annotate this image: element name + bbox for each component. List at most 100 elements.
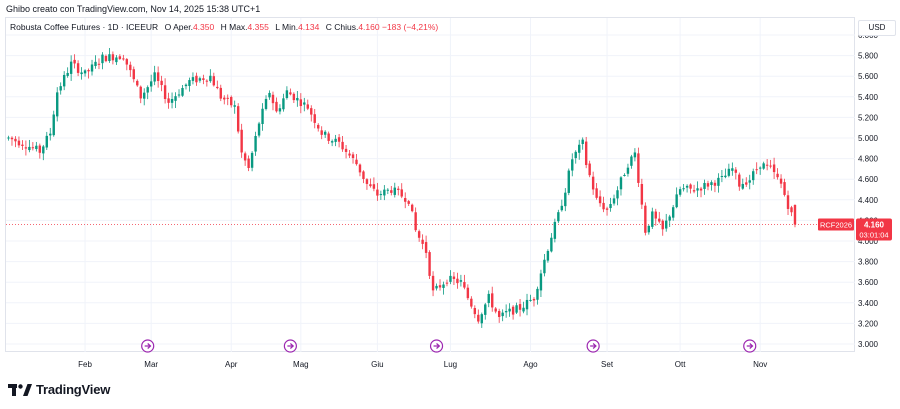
grid-layer: [6, 18, 855, 352]
candle-body: [525, 299, 529, 310]
candle-body: [417, 231, 421, 238]
candle-body: [591, 176, 595, 190]
candle-body: [748, 180, 751, 183]
chart-frame[interactable]: [5, 17, 855, 352]
candle-body: [442, 284, 445, 288]
candle-body: [654, 211, 657, 219]
candle-body: [219, 87, 222, 99]
candle-body: [522, 307, 525, 312]
candle-body: [598, 196, 602, 204]
candle-body: [379, 194, 383, 196]
candle-body: [644, 205, 647, 233]
last-price-tag: [856, 218, 892, 241]
event-marker-icon[interactable]: [283, 339, 297, 353]
candle-body: [557, 212, 560, 222]
candle-body: [111, 54, 115, 61]
candle-body: [581, 139, 584, 145]
candle-body: [80, 72, 83, 75]
candle-body: [386, 189, 390, 191]
candle-body: [536, 288, 539, 300]
y-tick-label: 5.000: [858, 134, 879, 143]
candle-body: [156, 72, 160, 81]
candle-body: [550, 237, 553, 252]
x-axis: Feb Mar Apr Mag Giu Lug Ago Set Ott Nov: [78, 360, 767, 369]
legend-close-text: Chius.: [334, 22, 359, 32]
last-price-label: 4.160: [864, 221, 885, 230]
candle-body: [793, 204, 797, 225]
candle-body: [765, 164, 769, 166]
x-tick-label: Apr: [225, 360, 238, 369]
candle-body: [539, 273, 543, 291]
candle-body: [567, 170, 570, 193]
candle-body: [407, 201, 410, 204]
event-marker-icon[interactable]: [141, 339, 155, 353]
candle-body: [480, 314, 483, 324]
candle-body: [299, 99, 303, 107]
candle-body: [49, 133, 52, 136]
legend-change: −183 (−4,21%): [381, 22, 439, 32]
candle-body: [602, 202, 605, 210]
candle-body: [626, 167, 630, 174]
candle-body: [10, 137, 14, 140]
candle-body: [236, 106, 240, 132]
candle-body: [532, 298, 536, 301]
candle-body: [758, 167, 762, 169]
candle-body: [90, 64, 94, 72]
x-tick-label: Feb: [78, 360, 92, 369]
candle-body: [174, 96, 177, 101]
candle-body: [428, 252, 431, 276]
candle-body: [438, 285, 442, 288]
candle-body: [383, 189, 386, 196]
event-marker-icon[interactable]: [743, 339, 757, 353]
candle-body: [612, 198, 616, 204]
candle-body: [630, 156, 633, 166]
candle-body: [94, 61, 97, 67]
currency-button[interactable]: USD: [858, 20, 896, 36]
candle-body: [449, 275, 452, 282]
candle-body: [738, 174, 741, 187]
candle-body: [731, 168, 734, 171]
candle-body: [543, 259, 546, 274]
candle-body: [223, 97, 226, 100]
candle-body: [400, 189, 403, 197]
candle-body: [129, 64, 132, 71]
y-axis: 3.0003.2003.4003.6003.8004.0004.2004.400…: [858, 31, 879, 349]
candle-body: [163, 85, 167, 100]
tradingview-logo[interactable]: TradingView: [8, 382, 110, 397]
event-marker-icon[interactable]: [586, 339, 600, 353]
candle-body: [518, 304, 522, 310]
candle-body: [703, 182, 706, 189]
legend-high-label: H: [220, 22, 227, 32]
candle-body: [21, 144, 24, 146]
candle-body: [445, 282, 449, 284]
candle-body: [313, 114, 316, 123]
candle-body: [762, 163, 765, 169]
candle-body: [685, 185, 689, 188]
legend-symbol[interactable]: Robusta Coffee Futures · 1D · ICEEUR: [10, 22, 159, 32]
candle-body: [355, 159, 358, 165]
y-tick-label: 5.200: [858, 113, 879, 122]
candle-body: [372, 184, 376, 189]
candle-body: [609, 204, 612, 209]
candle-body: [755, 169, 758, 171]
candle-body: [14, 138, 17, 142]
candle-body: [132, 69, 135, 80]
y-tick-label: 3.000: [858, 340, 879, 349]
candle-body: [108, 54, 111, 61]
candle-body: [508, 308, 511, 312]
candle-body: [139, 86, 142, 99]
candle-body: [727, 168, 731, 176]
candle-body: [323, 131, 327, 135]
candle-body: [327, 133, 330, 141]
candle-body: [56, 92, 59, 117]
candle-body: [365, 179, 369, 184]
candle-body: [699, 188, 703, 191]
event-marker-icon[interactable]: [429, 339, 444, 353]
candle-body: [296, 97, 299, 101]
candle-body: [546, 250, 550, 261]
candle-body: [578, 144, 581, 153]
candle-body: [170, 98, 174, 103]
candle-body: [484, 304, 487, 315]
